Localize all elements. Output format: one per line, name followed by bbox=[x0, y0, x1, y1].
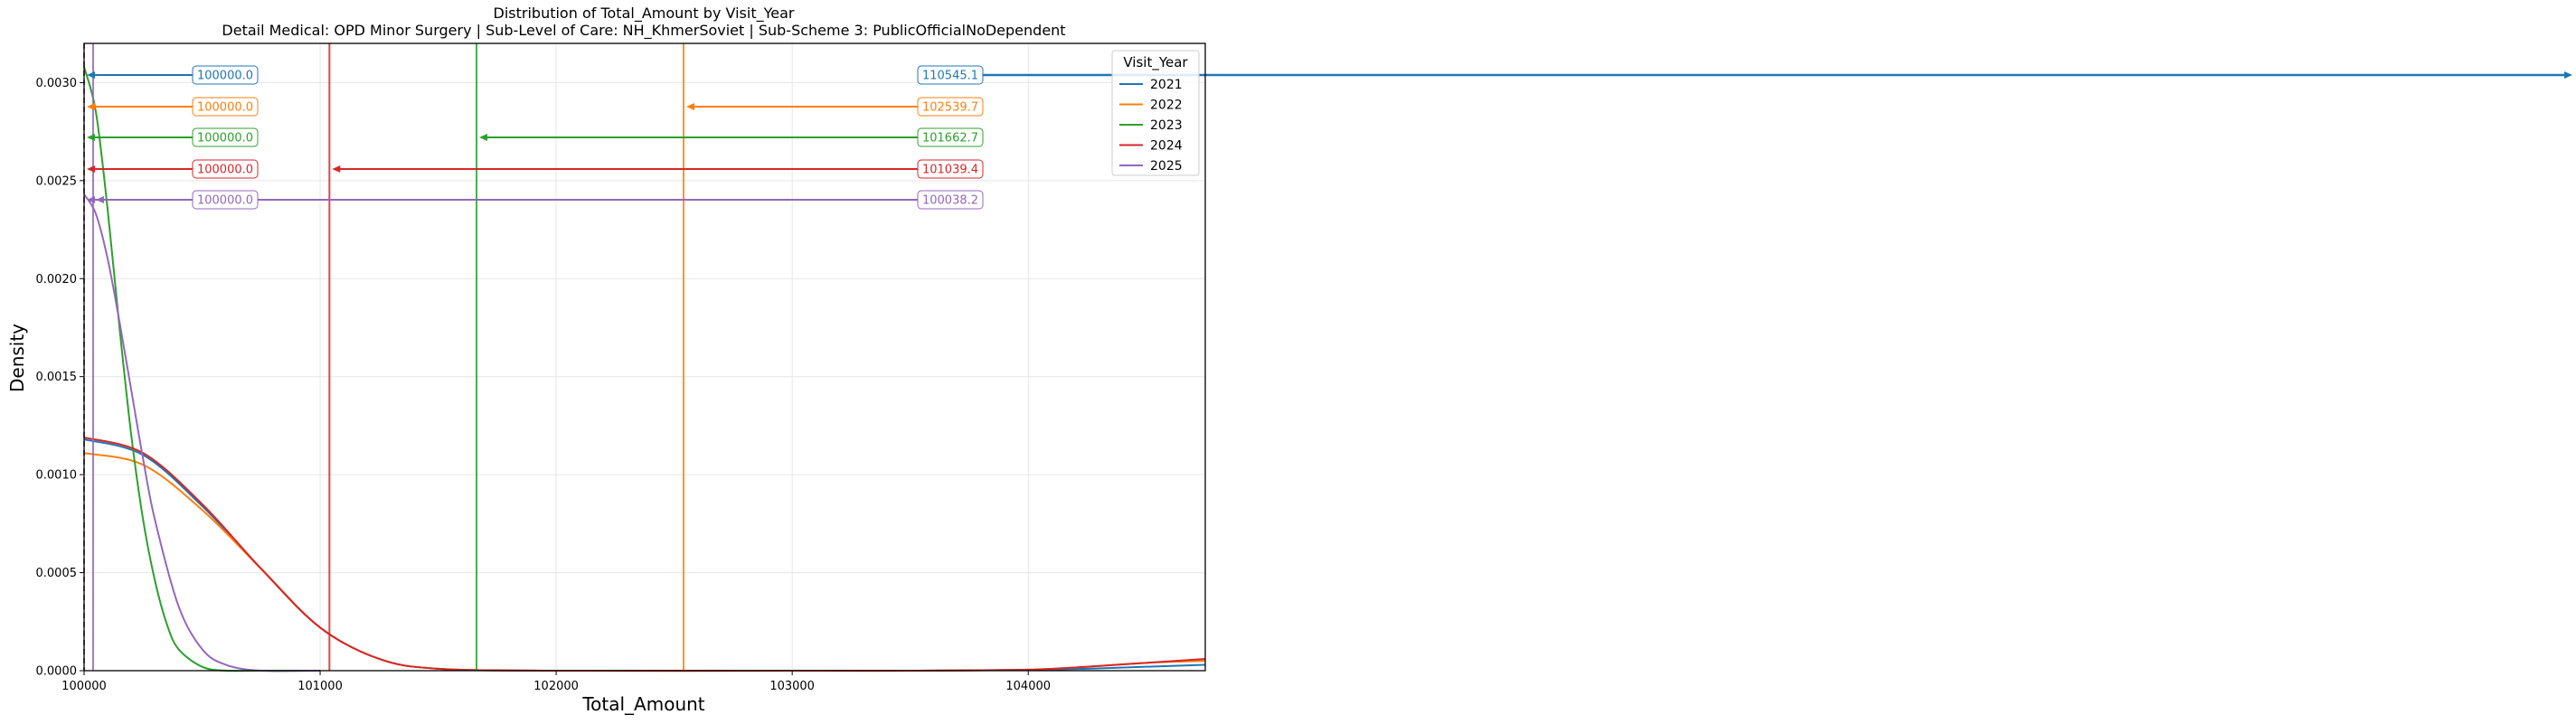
median-label-2021: 100000.0 bbox=[197, 70, 253, 83]
density-curve-2024 bbox=[83, 436, 1206, 672]
legend-label-2022: 2022 bbox=[1150, 99, 1183, 113]
density-curve-2022 bbox=[83, 452, 1206, 672]
median-arrowhead-2025 bbox=[87, 196, 95, 203]
median-arrowhead-2024 bbox=[87, 165, 95, 173]
legend: Visit_Year 2021 2022 2023 2024 2025 bbox=[1111, 50, 1200, 176]
mean-label-box-2025 bbox=[917, 190, 984, 210]
annotation-arrows: 100000.0 110545.1 100000.0 102539.7 100000.0… bbox=[87, 65, 2572, 210]
mean-label-box-2022 bbox=[917, 97, 984, 117]
mean-label-box-2021 bbox=[917, 65, 984, 85]
median-label-2022: 100000.0 bbox=[197, 101, 253, 115]
x-tick-label: 101000 bbox=[297, 680, 343, 693]
x-tick-label: 103000 bbox=[769, 680, 815, 693]
mean-label-2025: 100038.2 bbox=[922, 194, 978, 208]
x-tick-label: 102000 bbox=[533, 680, 579, 693]
median-label-box-2023 bbox=[192, 127, 259, 147]
y-tick-label: 0.0000 bbox=[36, 665, 78, 679]
axis-ticks: 100000 101000 102000 103000 104000 0.0000 0.00… bbox=[36, 77, 1052, 693]
mean-label-2022: 102539.7 bbox=[922, 101, 978, 115]
mean-label-2024: 101039.4 bbox=[922, 164, 978, 177]
legend-label-2025: 2025 bbox=[1150, 159, 1183, 174]
median-label-box-2022 bbox=[192, 97, 259, 117]
y-tick-label: 0.0015 bbox=[36, 371, 78, 384]
median-label-2025: 100000.0 bbox=[197, 194, 253, 208]
mean-arrowhead-2022 bbox=[685, 103, 694, 110]
y-tick-label: 0.0005 bbox=[36, 567, 78, 580]
mean-arrowhead-2021 bbox=[2564, 71, 2572, 79]
median-label-box-2021 bbox=[192, 65, 259, 85]
density-curve-2023 bbox=[83, 66, 321, 672]
mean-label-2023: 101662.7 bbox=[922, 132, 978, 146]
plot-frame bbox=[83, 42, 1206, 672]
mean-arrowhead-2023 bbox=[479, 134, 488, 141]
median-arrowhead-2023 bbox=[87, 134, 95, 141]
y-tick-label: 0.0010 bbox=[36, 469, 78, 483]
density-curves bbox=[83, 66, 1206, 672]
median-label-2023: 100000.0 bbox=[197, 132, 253, 146]
mean-arrowhead-2025 bbox=[95, 196, 104, 203]
median-label-box-2025 bbox=[192, 190, 259, 210]
legend-label-2023: 2023 bbox=[1150, 118, 1183, 133]
median-arrowhead-2022 bbox=[87, 103, 95, 110]
y-tick-label: 0.0025 bbox=[36, 174, 78, 188]
y-tick-label: 0.0020 bbox=[36, 273, 78, 287]
mean-label-2021: 110545.1 bbox=[922, 70, 978, 83]
mean-label-box-2024 bbox=[917, 159, 984, 179]
legend-title: Visit_Year bbox=[1123, 54, 1188, 71]
chart-subtitle: Detail Medical: OPD Minor Surgery | Sub-… bbox=[222, 22, 1065, 40]
y-axis-label: Density bbox=[6, 324, 28, 392]
legend-label-2021: 2021 bbox=[1150, 78, 1183, 92]
median-label-box-2024 bbox=[192, 159, 259, 179]
median-label-2024: 100000.0 bbox=[197, 164, 253, 177]
x-tick-label: 100000 bbox=[61, 680, 107, 693]
x-tick-label: 104000 bbox=[1005, 680, 1051, 693]
legend-label-2024: 2024 bbox=[1150, 139, 1183, 154]
chart-title: Distribution of Total_Amount by Visit_Ye… bbox=[494, 5, 795, 23]
median-arrowhead-2021 bbox=[87, 71, 95, 79]
x-axis-label: Total_Amount bbox=[581, 693, 704, 715]
mean-arrowhead-2024 bbox=[332, 165, 341, 173]
density-curve-2025 bbox=[83, 193, 321, 672]
density-curve-2021 bbox=[83, 438, 1206, 672]
y-tick-label: 0.0030 bbox=[36, 77, 78, 90]
mean-label-box-2023 bbox=[917, 127, 984, 147]
